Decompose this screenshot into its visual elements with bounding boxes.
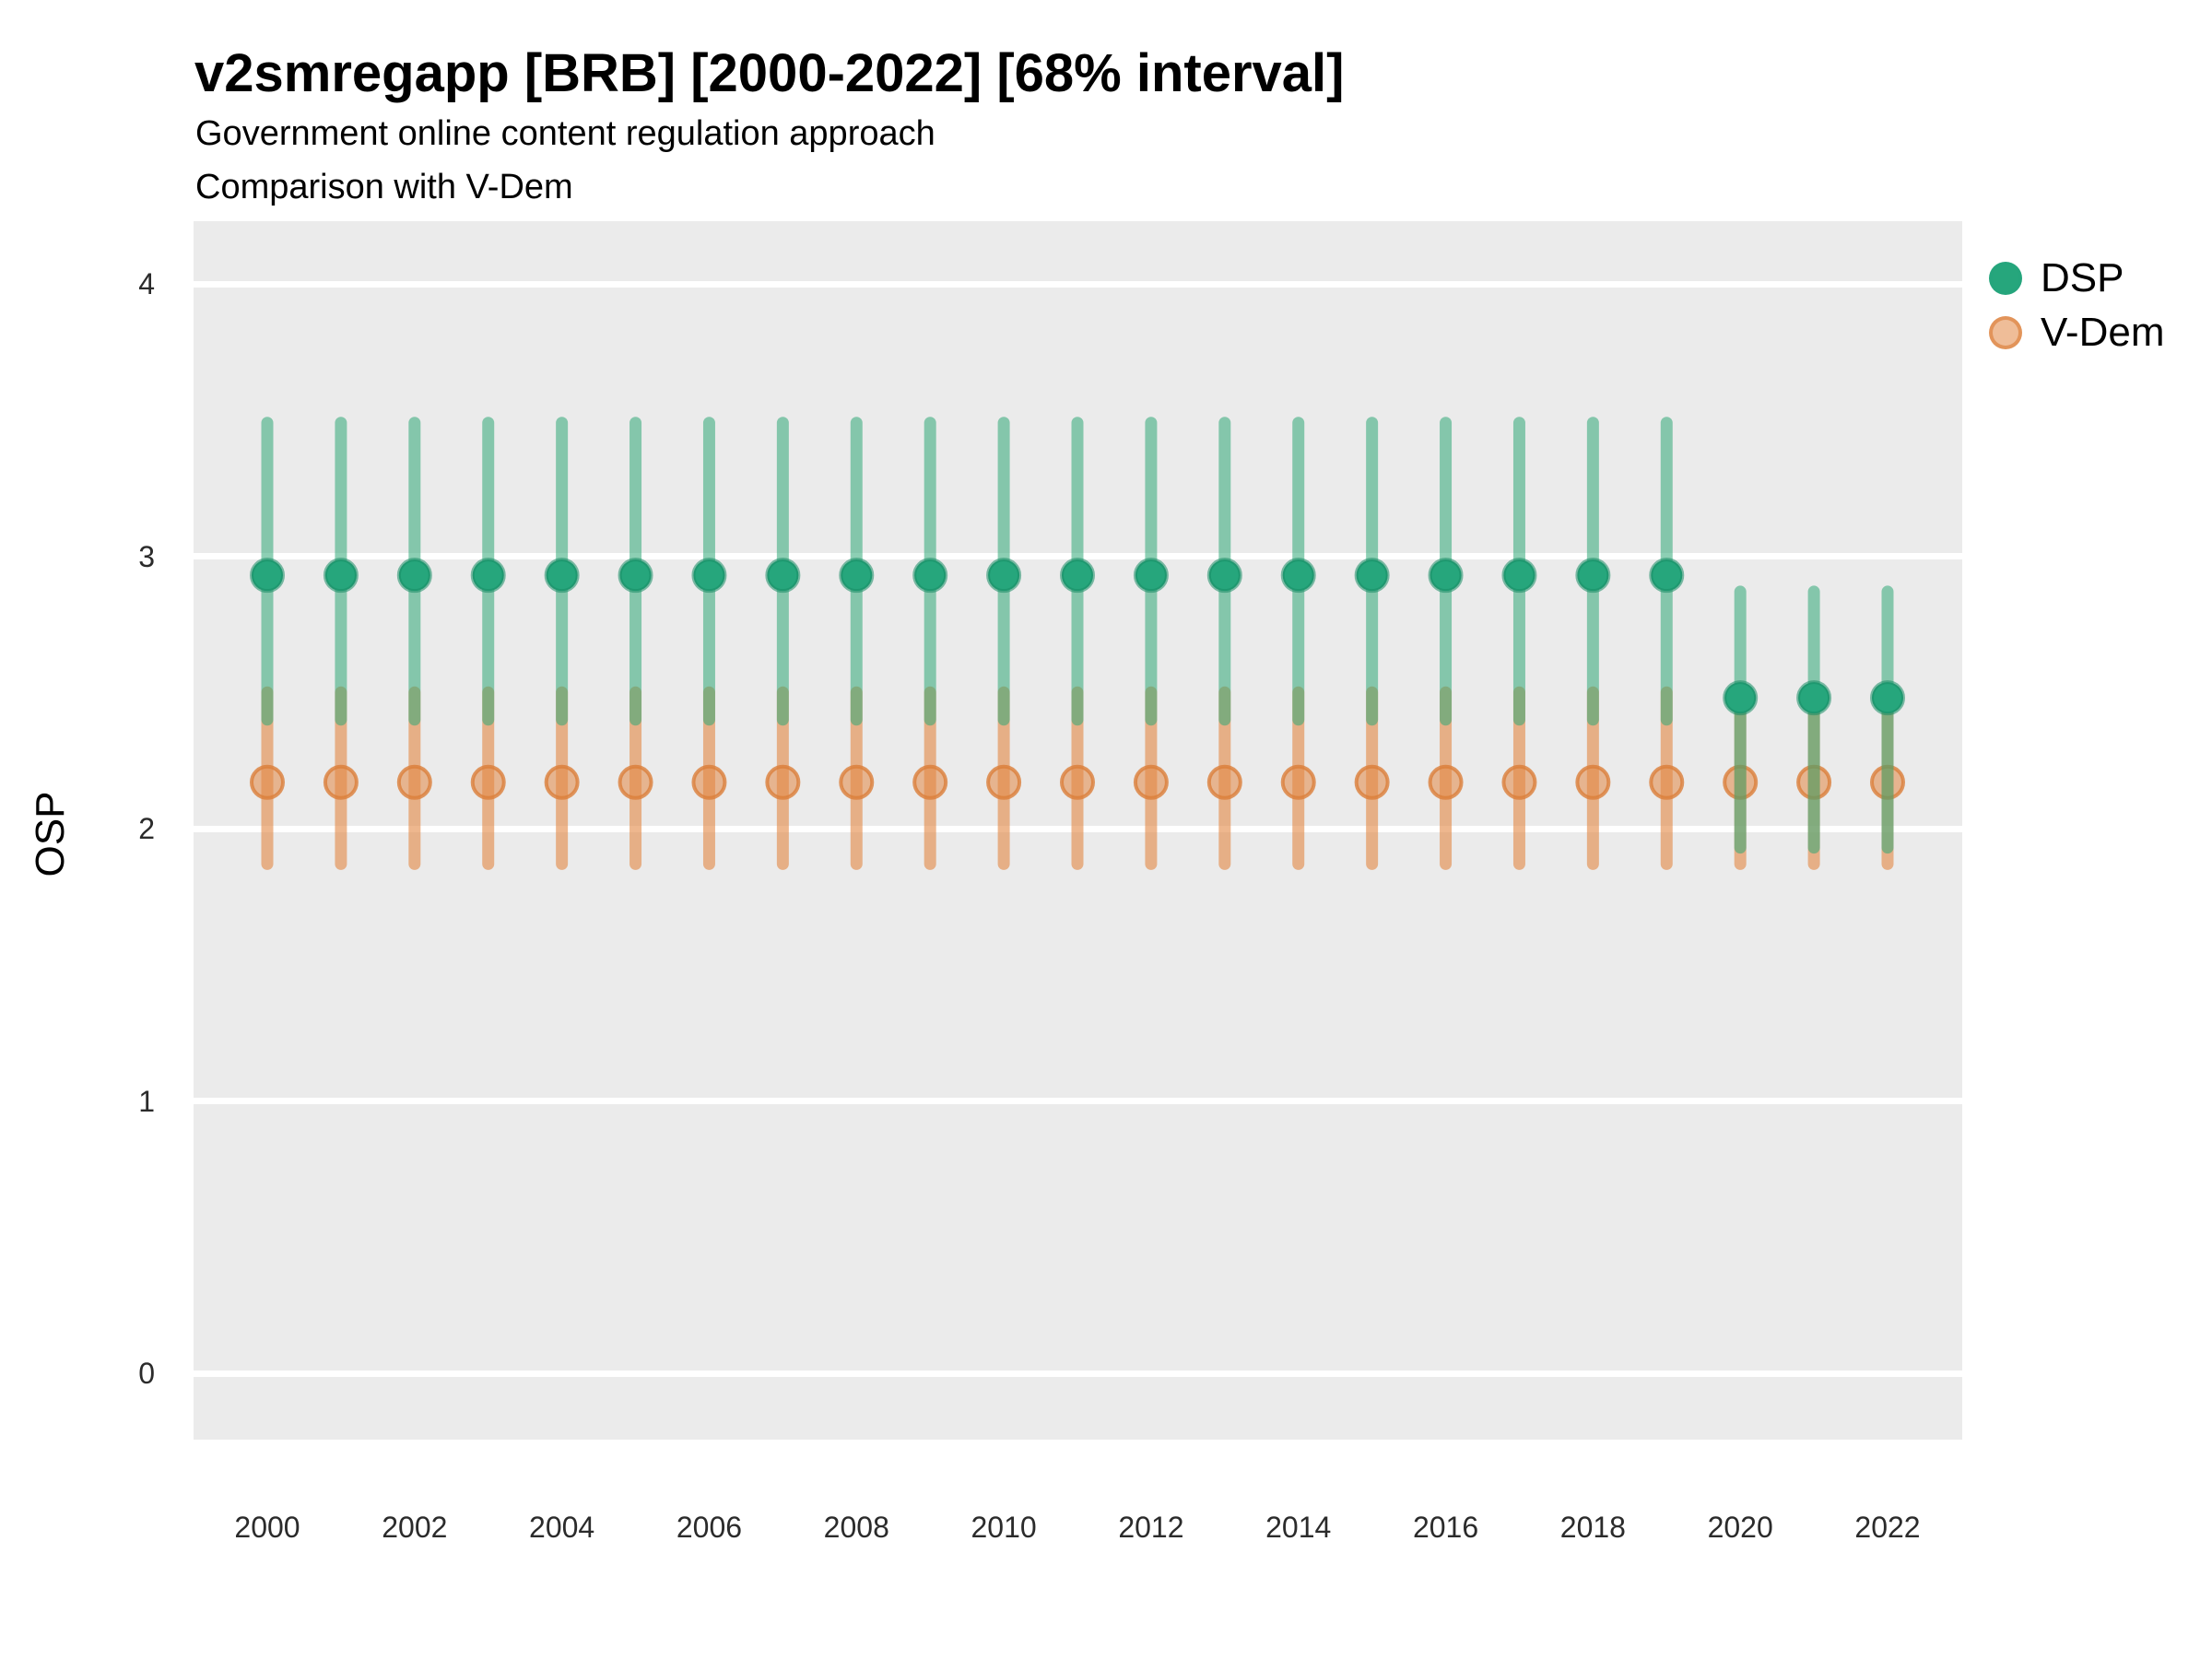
vdem-point-2019 — [1649, 764, 1685, 800]
x-tick-label-2008: 2008 — [823, 1511, 889, 1544]
vdem-point-2004 — [544, 764, 580, 800]
dsp-point-2015 — [1354, 558, 1390, 594]
dsp-point-2016 — [1428, 558, 1464, 594]
dsp-point-2009 — [912, 558, 948, 594]
gridline-y-4 — [194, 280, 1962, 288]
vdem-point-2002 — [396, 764, 432, 800]
dsp-point-2020 — [1723, 680, 1759, 716]
pointrange-plot — [250, 417, 1905, 870]
vdem-point-2007 — [765, 764, 801, 800]
x-tick-label-2002: 2002 — [382, 1511, 448, 1544]
dsp-point-2021 — [1796, 680, 1832, 716]
dsp-point-2011 — [1060, 558, 1095, 594]
dsp-point-2003 — [470, 558, 506, 594]
dsp-point-2002 — [396, 558, 432, 594]
vdem-point-2000 — [250, 764, 285, 800]
vdem-point-2011 — [1060, 764, 1095, 800]
x-tick-label-2010: 2010 — [971, 1511, 1037, 1544]
x-tick-label-2018: 2018 — [1559, 1511, 1626, 1544]
dsp-point-2010 — [986, 558, 1022, 594]
vdem-point-2006 — [691, 764, 727, 800]
vdem-point-2010 — [986, 764, 1022, 800]
chart-subtitle-line2: Comparison with V-Dem — [195, 168, 573, 206]
y-tick-label-0: 0 — [138, 1357, 155, 1390]
y-tick-label-2: 2 — [138, 812, 155, 845]
dsp-point-2001 — [323, 558, 359, 594]
y-tick-label-4: 4 — [138, 267, 155, 300]
y-axis-title: OSP — [28, 791, 73, 877]
y-tick-label-3: 3 — [138, 539, 155, 573]
vdem-point-2017 — [1501, 764, 1537, 800]
plot-panel — [194, 221, 1962, 1440]
vdem-point-2005 — [618, 764, 653, 800]
x-tick-label-2006: 2006 — [676, 1511, 743, 1544]
dsp-point-2014 — [1280, 558, 1316, 594]
vdem-point-2009 — [912, 764, 948, 800]
vdem-point-2012 — [1133, 764, 1169, 800]
x-tick-label-2022: 2022 — [1854, 1511, 1921, 1544]
x-tick-label-2004: 2004 — [529, 1511, 595, 1544]
dsp-point-2006 — [691, 558, 727, 594]
gridline-y-0 — [194, 1370, 1962, 1377]
vdem-point-2015 — [1354, 764, 1390, 800]
vdem-point-2003 — [470, 764, 506, 800]
dsp-point-2022 — [1870, 680, 1905, 716]
legend-label-dsp: DSP — [2041, 255, 2124, 300]
dsp-point-2000 — [250, 558, 285, 594]
vdem-point-2001 — [323, 764, 359, 800]
vdem-point-2018 — [1575, 764, 1611, 800]
chart-title: v2smregapp [BRB] [2000-2022] [68% interv… — [194, 43, 1345, 103]
dsp-point-2004 — [544, 558, 580, 594]
legend-label-vdem: V-Dem — [2041, 310, 2165, 355]
vdem-point-2008 — [839, 764, 875, 800]
gridline-y-1 — [194, 1098, 1962, 1104]
vdem-legend-dot-icon — [1989, 316, 2022, 349]
vdem-point-2013 — [1206, 764, 1242, 800]
chart-subtitle-line1: Government online content regulation app… — [195, 114, 935, 153]
x-tick-label-2012: 2012 — [1118, 1511, 1184, 1544]
vdem-point-2014 — [1280, 764, 1316, 800]
dsp-point-2017 — [1501, 558, 1537, 594]
legend-item-dsp: DSP — [1989, 255, 2124, 301]
dsp-point-2012 — [1133, 558, 1169, 594]
x-tick-label-2014: 2014 — [1265, 1511, 1332, 1544]
x-tick-label-2016: 2016 — [1412, 1511, 1479, 1544]
dsp-point-2007 — [765, 558, 801, 594]
dsp-point-2005 — [618, 558, 653, 594]
y-tick-label-1: 1 — [138, 1084, 155, 1118]
dsp-point-2018 — [1575, 558, 1611, 594]
dsp-point-2019 — [1649, 558, 1685, 594]
x-tick-label-2000: 2000 — [234, 1511, 300, 1544]
legend-item-vdem: V-Dem — [1989, 310, 2164, 356]
x-tick-label-2020: 2020 — [1707, 1511, 1773, 1544]
dsp-point-2008 — [839, 558, 875, 594]
dsp-point-2013 — [1206, 558, 1242, 594]
dsp-legend-dot-icon — [1989, 262, 2022, 295]
vdem-point-2016 — [1428, 764, 1464, 800]
